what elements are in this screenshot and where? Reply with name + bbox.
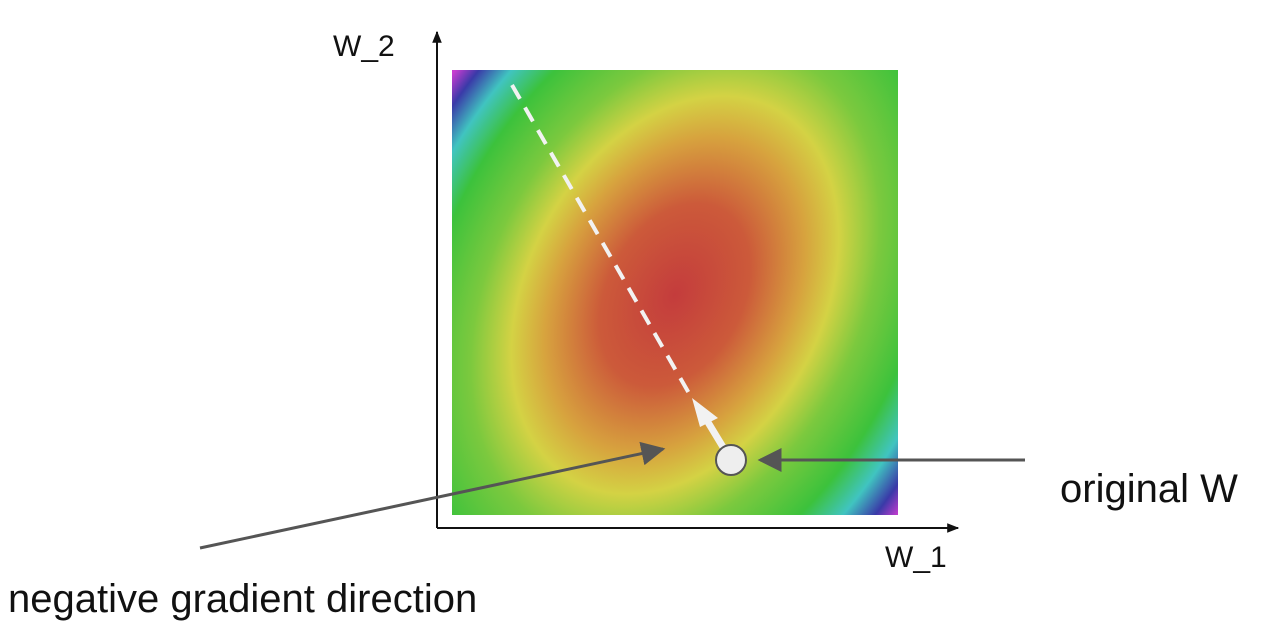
gradient-arrow-head [692, 398, 718, 427]
weight-point [715, 444, 747, 476]
point-label: original W [1060, 467, 1238, 511]
loss-surface [452, 70, 898, 515]
y-axis-label: W_2 [333, 30, 395, 63]
x-axis-label: W_1 [885, 541, 947, 574]
descent-path [510, 84, 692, 396]
pointer-arrow [199, 441, 666, 550]
direction-label: negative gradient direction [8, 577, 477, 621]
